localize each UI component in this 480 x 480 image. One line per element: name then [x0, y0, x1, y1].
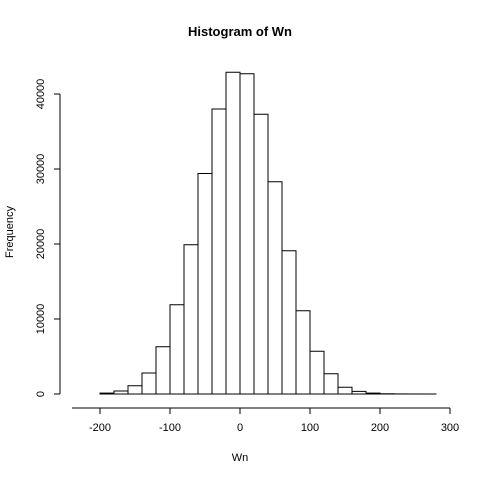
x-tick-label: 100	[301, 422, 319, 434]
x-axis: -200 -100 0 100 200 300	[72, 407, 459, 434]
histogram-bar-10	[239, 73, 255, 395]
histogram-bar-11	[253, 113, 269, 395]
x-tick-label: 300	[441, 422, 459, 434]
histogram-bar-12	[267, 181, 283, 395]
y-tick-label: 20000	[35, 229, 47, 260]
histogram-bar-18	[351, 390, 367, 395]
histogram-bar-14	[295, 310, 311, 395]
y-axis: 0 10000 20000 30000 40000	[35, 79, 61, 397]
histogram-bar-4	[155, 346, 171, 395]
histogram-bar-5	[169, 304, 185, 395]
histogram-bar-3	[141, 372, 157, 395]
y-tick-label: 40000	[35, 79, 47, 110]
histogram-bar-17	[337, 386, 353, 395]
histogram-bar-13	[281, 250, 297, 395]
x-tick-label: 200	[371, 422, 389, 434]
histogram-bar-0	[99, 392, 115, 395]
histogram-bar-6	[183, 244, 199, 395]
histogram-bar-1	[113, 390, 129, 395]
chart-title: Histogram of Wn	[188, 24, 292, 39]
x-axis-label: Wn	[232, 452, 249, 464]
histogram-bar-8	[211, 108, 227, 395]
x-tick-label: -200	[89, 422, 111, 434]
y-tick-label: 30000	[35, 154, 47, 185]
bars-group	[99, 71, 437, 395]
histogram-bar-7	[197, 173, 213, 395]
y-axis-label: Frequency	[4, 206, 16, 258]
y-tick-label: 10000	[35, 304, 47, 335]
histogram-bar-16	[323, 373, 339, 395]
histogram-bar-15	[309, 350, 325, 395]
histogram-bar-19	[365, 392, 381, 395]
histogram-bar-2	[127, 385, 143, 395]
histogram-bar-9	[225, 71, 241, 395]
y-tick-label: 0	[35, 391, 47, 397]
x-tick-label: 0	[237, 422, 243, 434]
x-tick-label: -100	[159, 422, 181, 434]
